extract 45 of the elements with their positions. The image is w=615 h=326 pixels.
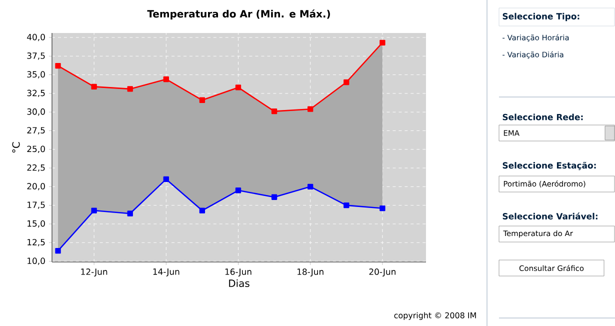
y-tick-label: 40,0 — [27, 34, 45, 42]
point — [199, 208, 206, 214]
y-tick-label: 27,5 — [27, 127, 45, 134]
text: Seleccione Tipo: — [502, 12, 580, 22]
x-tick-label: 14-Jun — [153, 268, 180, 276]
point — [308, 184, 314, 190]
x-tick-label: 20-Jun — [369, 268, 396, 277]
point — [163, 176, 169, 182]
point — [380, 205, 386, 212]
point — [271, 108, 278, 114]
y-tick-label: 22,5 — [27, 164, 45, 172]
y-tick-label: 37,5 — [27, 52, 45, 60]
point — [127, 86, 133, 92]
point — [127, 210, 133, 216]
point — [344, 202, 350, 208]
y-tick-label: 32,5 — [27, 90, 45, 98]
point — [235, 188, 242, 194]
point — [235, 84, 242, 90]
text: Seleccione Estação: — [502, 162, 596, 170]
x-tick-label: 18-Jun — [298, 268, 324, 277]
text: Seleccione Variável: — [502, 212, 598, 220]
x-tick-label: 12-Jun — [81, 268, 108, 277]
point — [199, 97, 206, 103]
y-tick-label: 17,5 — [28, 202, 45, 209]
point — [91, 208, 97, 214]
y-tick-label: 20,0 — [27, 183, 45, 190]
point — [271, 194, 278, 200]
point — [55, 62, 61, 69]
y-tick-label: 30,0 — [27, 108, 45, 116]
point — [163, 76, 169, 82]
point — [344, 79, 350, 86]
chart-title: Temperatura do Ar (Min. e Máx.) — [147, 9, 330, 20]
y-tick-label: 35,0 — [27, 71, 45, 78]
x-axis-title: Dias — [229, 279, 250, 288]
y-tick-label: 25,0 — [27, 146, 45, 153]
y-tick-label: 15,0 — [28, 220, 45, 228]
y-tick-label: 10,0 — [28, 258, 45, 265]
y-tick-label: 12,5 — [28, 238, 45, 246]
text: Seleccione Rede: — [502, 114, 583, 120]
x-tick-label: 16-Jun — [225, 268, 252, 277]
y-axis-title: °C — [12, 142, 20, 153]
point — [55, 248, 61, 254]
point — [380, 40, 386, 46]
point — [308, 106, 314, 112]
point — [91, 84, 97, 90]
